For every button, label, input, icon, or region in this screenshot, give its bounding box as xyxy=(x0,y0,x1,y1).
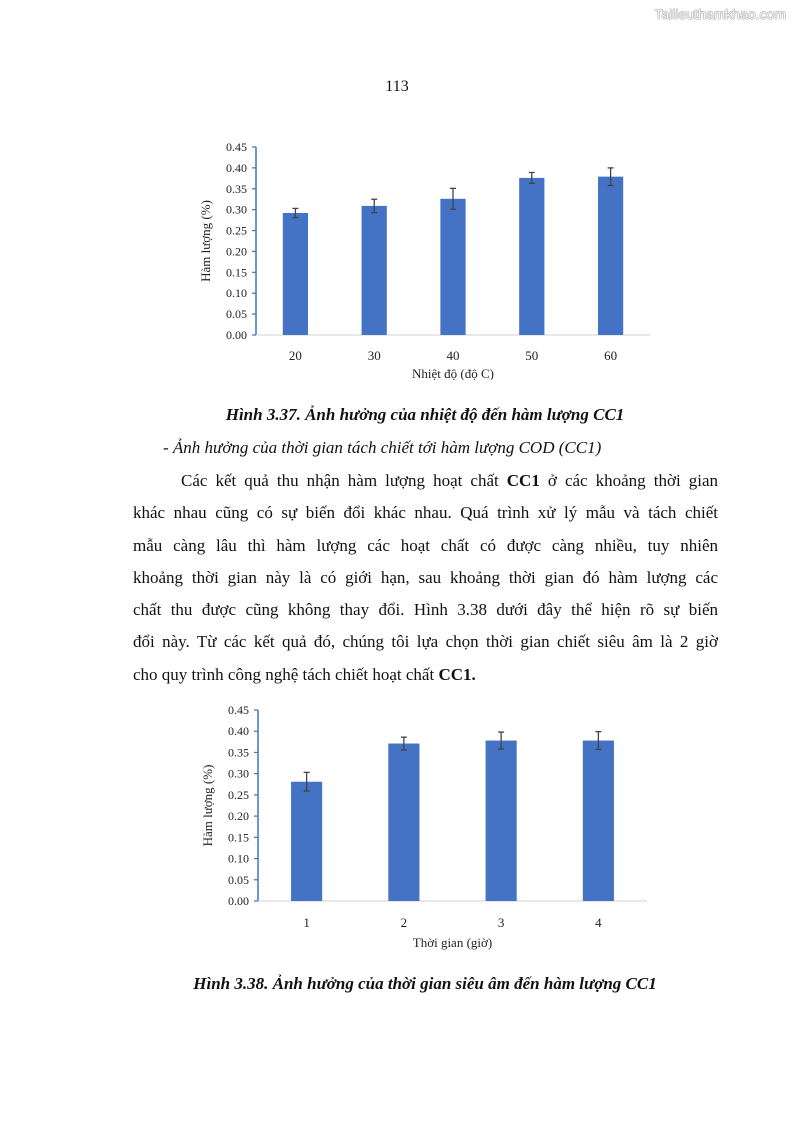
text: cho quy trình công nghệ tách chiết hoạt … xyxy=(133,664,439,684)
bar-3 xyxy=(485,740,517,901)
y-axis-label: Hàm lượng (%) xyxy=(200,765,215,847)
y-tick-label: 0.20 xyxy=(226,244,247,258)
bar-4 xyxy=(582,740,614,901)
y-tick-label: 0.05 xyxy=(228,873,249,887)
x-axis-label: Nhiệt độ (độ C) xyxy=(412,366,494,380)
bar-20 xyxy=(282,213,309,335)
y-tick-label: 0.45 xyxy=(228,703,249,717)
watermark: Tailieuthamkhao.com xyxy=(654,6,786,22)
figure-caption-3-37: Hình 3.37. Ảnh hưởng của nhiệt độ đến hà… xyxy=(225,405,625,424)
text: khác nhau cũng có sự biến đổi khác nhau.… xyxy=(133,503,718,523)
x-tick-label: 1 xyxy=(303,915,310,930)
y-tick-label: 0.15 xyxy=(226,265,247,279)
x-axis-label: Thời gian (giờ) xyxy=(413,935,492,950)
paragraph-line: mẫu càng lâu thì hàm lượng các hoạt chất… xyxy=(133,533,718,565)
x-tick-label: 30 xyxy=(368,348,381,363)
x-tick-label: 20 xyxy=(289,348,302,363)
y-tick-label: 0.15 xyxy=(228,830,249,844)
bar-50 xyxy=(519,177,545,335)
y-tick-label: 0.00 xyxy=(228,894,249,908)
y-tick-label: 0.30 xyxy=(228,767,249,781)
bar-1 xyxy=(291,781,323,901)
x-tick-label: 50 xyxy=(525,348,538,363)
bar-60 xyxy=(597,176,624,335)
y-tick-label: 0.25 xyxy=(226,224,247,238)
y-tick-label: 0.05 xyxy=(226,307,247,321)
y-tick-label: 0.35 xyxy=(226,182,247,196)
y-tick-label: 0.40 xyxy=(226,161,247,175)
y-tick-label: 0.25 xyxy=(228,788,249,802)
chart-temperature: 0.00 0.05 0.10 0.15 0.20 0.25 0.30 0.35 0.40 0.45… xyxy=(198,140,650,380)
x-tick-label: 4 xyxy=(595,915,602,930)
paragraph-line: cho quy trình công nghệ tách chiết hoạt … xyxy=(133,662,718,694)
y-tick-label: 0.10 xyxy=(226,286,247,300)
chart-time: 0.00 0.05 0.10 0.15 0.20 0.25 0.30 0.35 0.40 0.45… xyxy=(200,703,647,950)
text: khoảng thời gian này là có giới hạn, sau… xyxy=(133,567,718,587)
bar-2 xyxy=(388,743,420,901)
text: mẫu càng lâu thì hàm lượng các hoạt chất… xyxy=(133,535,718,555)
body-paragraph: Các kết quả thu nhận hàm lượng hoạt chất… xyxy=(133,468,718,694)
text: ở các khoảng thời gian xyxy=(539,471,718,490)
y-tick-label: 0.35 xyxy=(228,745,249,759)
figure-caption-3-38: Hình 3.38. Ảnh hưởng của thời gian siêu … xyxy=(193,974,657,993)
bar-40 xyxy=(440,198,466,335)
y-tick-label: 0.10 xyxy=(228,852,249,866)
y-tick-label: 0.30 xyxy=(226,203,247,217)
y-axis-label: Hàm lượng (%) xyxy=(198,200,213,282)
paragraph-line: khoảng thời gian này là có giới hạn, sau… xyxy=(133,565,718,597)
y-tick-label: 0.40 xyxy=(228,724,249,738)
page-number: 113 xyxy=(385,78,409,95)
text: chất thu được cũng không thay đổi. Hình … xyxy=(133,600,718,620)
x-tick-label: 3 xyxy=(498,915,505,930)
y-tick-label: 0.00 xyxy=(226,328,247,342)
paragraph-line: chất thu được cũng không thay đổi. Hình … xyxy=(133,597,718,629)
bar-30 xyxy=(361,205,387,335)
x-tick-label: 2 xyxy=(401,915,408,930)
paragraph-line: đổi này. Từ các kết quả đó, chúng tôi lự… xyxy=(133,629,718,661)
subheading: - Ảnh hưởng của thời gian tách chiết tới… xyxy=(163,438,602,457)
x-tick-label: 60 xyxy=(604,348,617,363)
y-tick-label: 0.20 xyxy=(228,809,249,823)
bold-text: CC1. xyxy=(438,664,476,684)
paragraph-line: Các kết quả thu nhận hàm lượng hoạt chất… xyxy=(133,468,718,500)
paragraph-line: khác nhau cũng có sự biến đổi khác nhau.… xyxy=(133,500,718,532)
bold-text: CC1 xyxy=(506,471,540,490)
x-tick-label: 40 xyxy=(447,348,460,363)
text: đổi này. Từ các kết quả đó, chúng tôi lự… xyxy=(133,632,718,652)
y-tick-label: 0.45 xyxy=(226,140,247,154)
text: Các kết quả thu nhận hàm lượng hoạt chất xyxy=(181,471,507,490)
